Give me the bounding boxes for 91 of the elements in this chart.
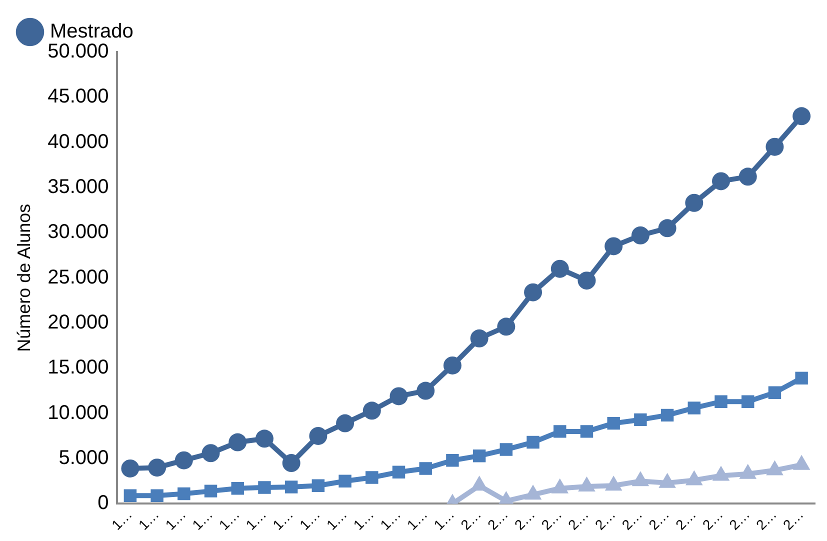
point [258,481,271,494]
x-tick-label: 2… [726,506,753,533]
x-tick-label: 1… [269,506,296,533]
x-tick-label: 2… [538,506,565,533]
point [634,413,647,426]
point [443,356,462,374]
point [660,408,674,422]
x-tick-label: 1… [323,506,350,533]
x-tick-label: 2… [672,506,700,533]
x-tick-label: 1… [430,506,458,533]
point [366,471,378,484]
x-tick-label: 1… [216,506,242,533]
point [178,487,190,500]
point [497,318,516,336]
point [284,480,298,494]
y-tick-label: 0 [98,492,109,514]
x-tick-label: 1… [135,506,162,533]
point [554,425,566,438]
point [500,443,513,456]
point [742,395,754,408]
x-tick-label: 2… [564,506,592,533]
x-tick-label: 2… [618,506,646,533]
x-tick-label: 2… [592,506,618,533]
y-tick-label: 25.000 [48,266,109,288]
x-tick-label: 1… [242,506,270,533]
x-tick-label: 2… [645,506,672,533]
y-tick-label: 45.000 [48,86,109,108]
point [390,387,408,406]
y-tick-label: 20.000 [48,312,109,334]
point [202,444,220,462]
y-tick-label: 35.000 [48,176,109,198]
x-tick-label: 1… [404,506,430,533]
y-tick-label: 15.000 [48,356,109,379]
x-tick-label: 1… [188,506,216,533]
point [416,382,435,400]
point [658,219,676,238]
point [309,426,328,445]
legend-label: Mestrado [50,20,134,43]
point [148,458,166,477]
point [524,283,542,302]
point [362,402,381,420]
point [631,226,650,244]
x-tick-label: 1… [350,506,377,533]
x-tick-label: 2… [511,506,538,533]
point [714,395,728,408]
point [712,172,730,190]
x-tick-label: 2… [780,506,806,533]
point [338,474,352,488]
point [228,433,247,452]
point [150,489,164,502]
point [792,107,811,126]
y-axis-title: Número de Alunos [14,204,34,352]
x-tick-label: 2… [752,506,780,533]
point [580,425,594,438]
y-tick-label: 10.000 [48,402,109,424]
point [174,451,193,470]
point [470,329,488,348]
point [738,168,757,186]
x-tick-label: 1… [296,506,324,533]
point [607,416,620,430]
point [419,462,432,475]
point [255,430,274,448]
point [472,449,486,462]
point [526,436,540,449]
point [204,484,218,498]
point [550,260,569,278]
x-tick-label: 1… [376,506,404,533]
point [121,459,140,478]
point [688,402,701,414]
point [336,414,354,432]
point [578,272,596,290]
point [685,194,704,212]
point [282,454,300,472]
x-tick-label: 2… [457,506,484,533]
y-tick-label: 5.000 [58,447,109,470]
y-tick-label: 50.000 [48,40,109,63]
y-tick-label: 40.000 [48,130,109,153]
point [392,466,406,478]
x-tick-label: 1… [162,506,189,533]
y-tick-label: 30.000 [48,221,109,244]
point [795,372,808,385]
x-tick-label: 2… [699,506,726,533]
point [766,138,784,156]
point [446,454,459,467]
x-tick-label: 2… [484,506,512,533]
point [312,479,325,492]
point [124,489,137,502]
point [231,482,244,495]
x-tick-label: 1… [108,506,136,533]
point [604,237,623,256]
point [768,386,782,399]
